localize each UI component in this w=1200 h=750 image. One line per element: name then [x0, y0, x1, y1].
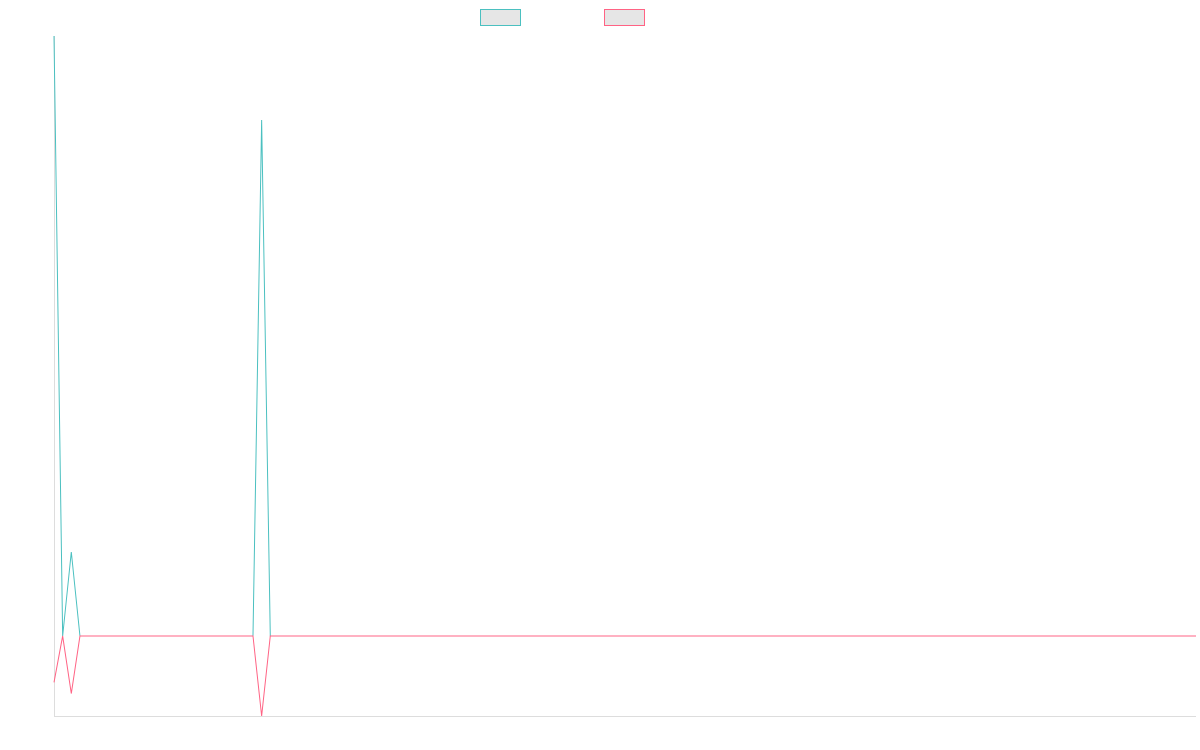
legend-swatch-0 [480, 9, 521, 26]
legend-swatch-1 [604, 9, 645, 26]
legend-item-1[interactable] [604, 9, 645, 26]
series-layer [53, 35, 1196, 717]
series-line-0 [53, 35, 1196, 637]
legend-item-0[interactable] [480, 9, 521, 26]
series-line-1 [53, 635, 1196, 717]
chart-axes [54, 36, 1196, 717]
chart-legend[interactable] [480, 9, 645, 26]
